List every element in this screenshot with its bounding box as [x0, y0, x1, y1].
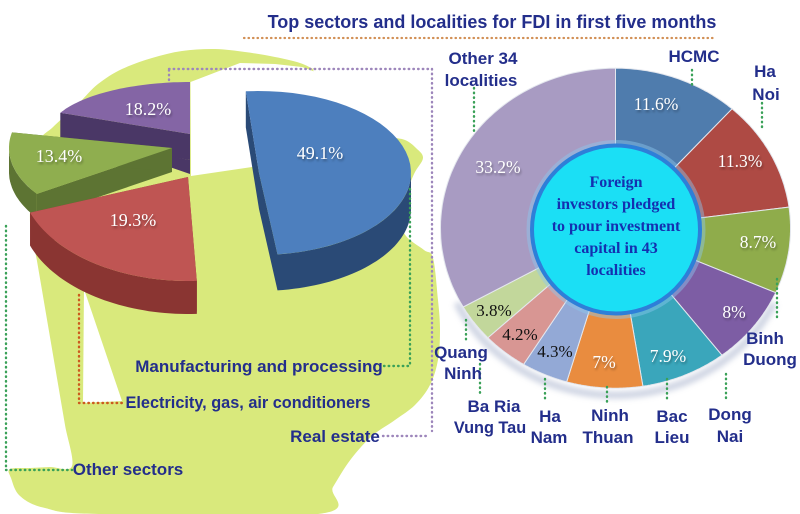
svg-text:Top sectors and localities for: Top sectors and localities for FDI in fi…: [268, 12, 717, 32]
svg-text:Vung Tau: Vung Tau: [454, 419, 526, 437]
svg-text:8.7%: 8.7%: [740, 232, 776, 252]
svg-text:Ha: Ha: [539, 407, 561, 426]
svg-text:Real estate: Real estate: [290, 427, 380, 446]
svg-text:13.4%: 13.4%: [36, 146, 83, 166]
svg-text:Bac: Bac: [656, 407, 687, 426]
svg-text:localities: localities: [445, 71, 518, 90]
svg-text:7%: 7%: [592, 352, 615, 372]
svg-text:Quang: Quang: [434, 343, 488, 362]
svg-text:Ha: Ha: [754, 62, 776, 81]
svg-text:Ninh: Ninh: [591, 406, 629, 425]
svg-text:Thuan: Thuan: [583, 428, 634, 447]
svg-text:33.2%: 33.2%: [475, 157, 520, 177]
svg-text:Manufacturing and processing: Manufacturing and processing: [135, 357, 382, 376]
svg-text:4.3%: 4.3%: [537, 342, 572, 361]
svg-text:Other sectors: Other sectors: [73, 460, 184, 479]
svg-text:capital in 43: capital in 43: [574, 240, 658, 257]
svg-text:8%: 8%: [722, 302, 745, 322]
svg-text:11.6%: 11.6%: [634, 94, 679, 114]
svg-text:HCMC: HCMC: [669, 47, 720, 66]
svg-text:Ninh: Ninh: [444, 364, 482, 383]
svg-text:to pour investment: to pour investment: [552, 218, 681, 235]
svg-text:4.2%: 4.2%: [502, 325, 537, 344]
svg-text:Foreign: Foreign: [589, 174, 642, 191]
svg-text:Other 34: Other 34: [449, 49, 519, 68]
svg-text:Noi: Noi: [752, 85, 779, 104]
svg-text:Ba Ria: Ba Ria: [468, 397, 521, 416]
svg-text:Binh: Binh: [746, 329, 784, 348]
svg-text:18.2%: 18.2%: [125, 99, 172, 119]
svg-text:49.1%: 49.1%: [297, 143, 344, 163]
svg-text:7.9%: 7.9%: [650, 346, 686, 366]
svg-text:19.3%: 19.3%: [110, 210, 157, 230]
svg-text:Nam: Nam: [531, 428, 568, 447]
svg-text:11.3%: 11.3%: [718, 151, 763, 171]
svg-text:Electricity, gas, air conditio: Electricity, gas, air conditioners: [126, 394, 371, 412]
svg-text:Duong: Duong: [743, 350, 797, 369]
svg-text:localities: localities: [586, 262, 646, 279]
svg-text:Dong: Dong: [708, 405, 751, 424]
svg-text:investors pledged: investors pledged: [557, 196, 676, 213]
svg-text:Lieu: Lieu: [655, 428, 690, 447]
svg-text:Nai: Nai: [717, 427, 743, 446]
svg-text:3.8%: 3.8%: [476, 301, 511, 320]
